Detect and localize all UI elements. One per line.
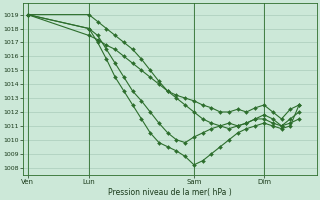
X-axis label: Pression niveau de la mer( hPa ): Pression niveau de la mer( hPa ) [108, 188, 232, 197]
